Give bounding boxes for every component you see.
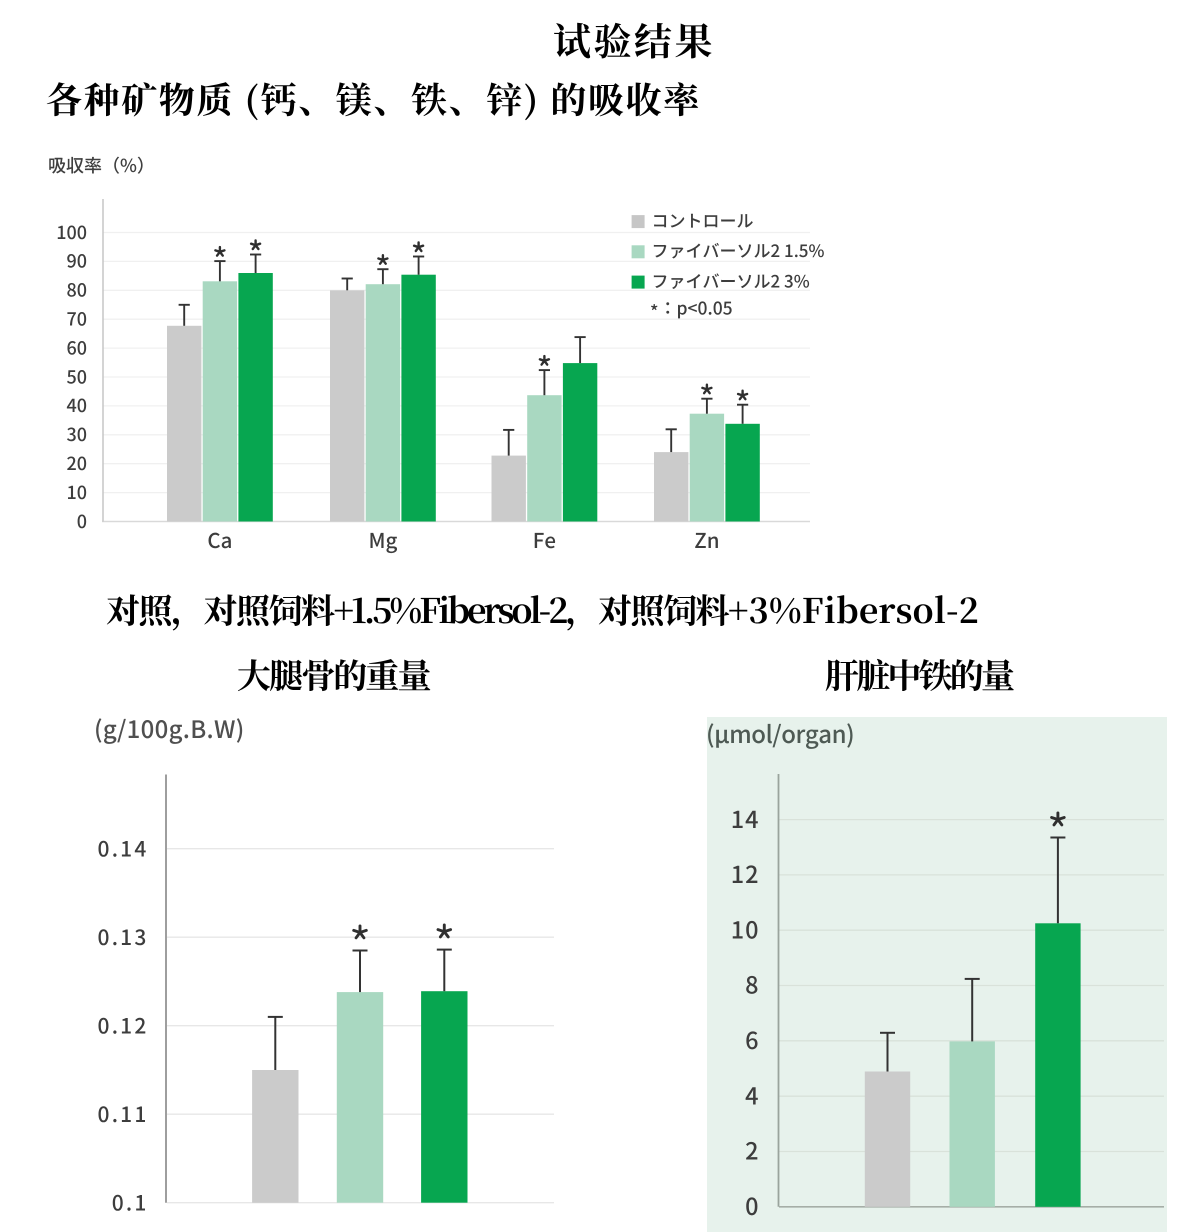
svg-text:0: 0: [77, 508, 87, 534]
svg-text:12: 12: [731, 856, 760, 890]
svg-text:0.11: 0.11: [98, 1099, 149, 1129]
svg-text:0.12: 0.12: [98, 1010, 149, 1040]
svg-text:2: 2: [745, 1133, 759, 1167]
svg-text:10: 10: [731, 911, 760, 945]
svg-text:コントロール: コントロール: [652, 207, 754, 232]
svg-text:0.1: 0.1: [112, 1187, 149, 1217]
svg-text:10: 10: [66, 479, 87, 505]
svg-text:Mg: Mg: [368, 524, 397, 554]
svg-text:6: 6: [745, 1022, 759, 1056]
svg-text:0.14: 0.14: [98, 833, 149, 863]
svg-text:ファイバーソル2 3%: ファイバーソル2 3%: [652, 268, 810, 293]
svg-text:：p<0.05: ：p<0.05: [659, 296, 733, 321]
svg-text:100: 100: [56, 219, 87, 245]
svg-text:40: 40: [66, 392, 87, 418]
svg-text:70: 70: [66, 306, 87, 332]
svg-text:ファイバーソル2 1.5%: ファイバーソル2 1.5%: [652, 237, 825, 262]
svg-text:14: 14: [731, 801, 760, 835]
svg-text:0: 0: [745, 1188, 759, 1222]
svg-text:60: 60: [66, 334, 87, 360]
svg-text:4: 4: [745, 1077, 759, 1111]
svg-text:0.13: 0.13: [98, 922, 149, 952]
svg-text:30: 30: [66, 421, 87, 447]
svg-text:Zn: Zn: [694, 524, 719, 554]
svg-text:20: 20: [66, 450, 87, 476]
svg-text:8: 8: [745, 967, 759, 1001]
svg-text:*: *: [650, 299, 658, 324]
svg-text:Ca: Ca: [207, 524, 232, 554]
svg-text:50: 50: [66, 363, 87, 389]
svg-text:80: 80: [66, 277, 87, 303]
svg-text:Fe: Fe: [533, 524, 556, 554]
svg-text:90: 90: [66, 248, 87, 274]
